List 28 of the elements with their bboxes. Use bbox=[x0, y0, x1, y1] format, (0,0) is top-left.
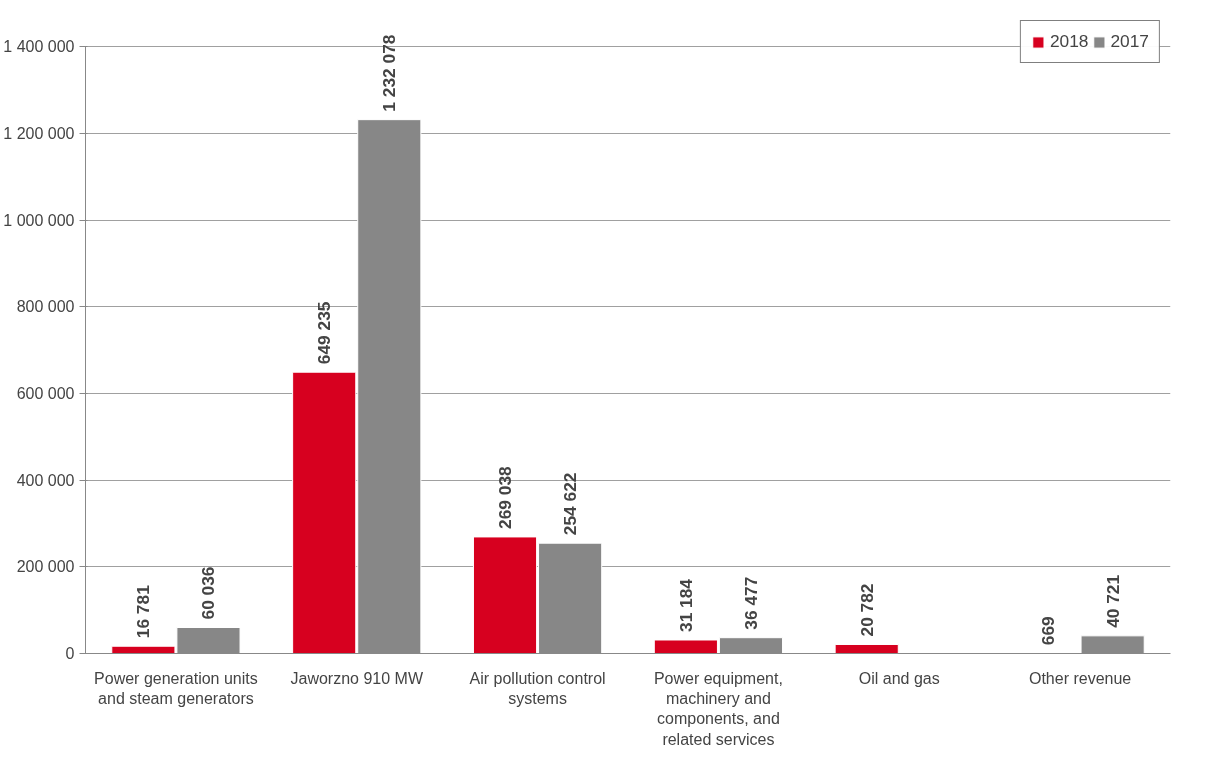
data-label: 1 232 078 bbox=[379, 34, 400, 112]
x-tick-label: Air pollution control systems bbox=[469, 669, 606, 707]
data-label: 16 781 bbox=[133, 584, 154, 639]
bar bbox=[834, 644, 899, 654]
data-label: 269 038 bbox=[495, 465, 516, 529]
y-tick-label: 600 000 bbox=[16, 385, 75, 403]
data-label: 60 036 bbox=[198, 566, 219, 620]
legend-label: 2017 bbox=[1110, 31, 1149, 52]
y-tick-label: 0 bbox=[65, 645, 75, 662]
data-label: 36 477 bbox=[740, 576, 761, 630]
y-tick-label: 1 200 000 bbox=[3, 125, 75, 143]
data-label: 20 782 bbox=[856, 583, 877, 637]
data-label: 31 184 bbox=[675, 578, 696, 632]
data-label: 40 721 bbox=[1102, 574, 1123, 628]
data-label: 669 bbox=[1037, 616, 1058, 646]
x-tick-label: Oil and gas bbox=[858, 669, 940, 687]
x-tick-label: Jaworzno 910 MW bbox=[290, 669, 424, 687]
data-label: 254 622 bbox=[560, 472, 581, 536]
y-tick-label: 1 000 000 bbox=[3, 211, 75, 229]
y-tick-label: 400 000 bbox=[16, 471, 75, 489]
y-tick-label: 200 000 bbox=[16, 558, 75, 576]
y-tick-label: 800 000 bbox=[16, 298, 75, 316]
x-tick-label: Power equipment, machinery and components, and related services bbox=[653, 669, 783, 748]
legend-label: 2018 bbox=[1049, 31, 1089, 52]
x-tick-label: Other revenue bbox=[1028, 669, 1132, 687]
y-tick-label: 1 400 000 bbox=[3, 38, 75, 56]
x-tick-label: Power generation units and steam generators bbox=[94, 669, 258, 707]
data-label: 649 235 bbox=[314, 301, 335, 365]
